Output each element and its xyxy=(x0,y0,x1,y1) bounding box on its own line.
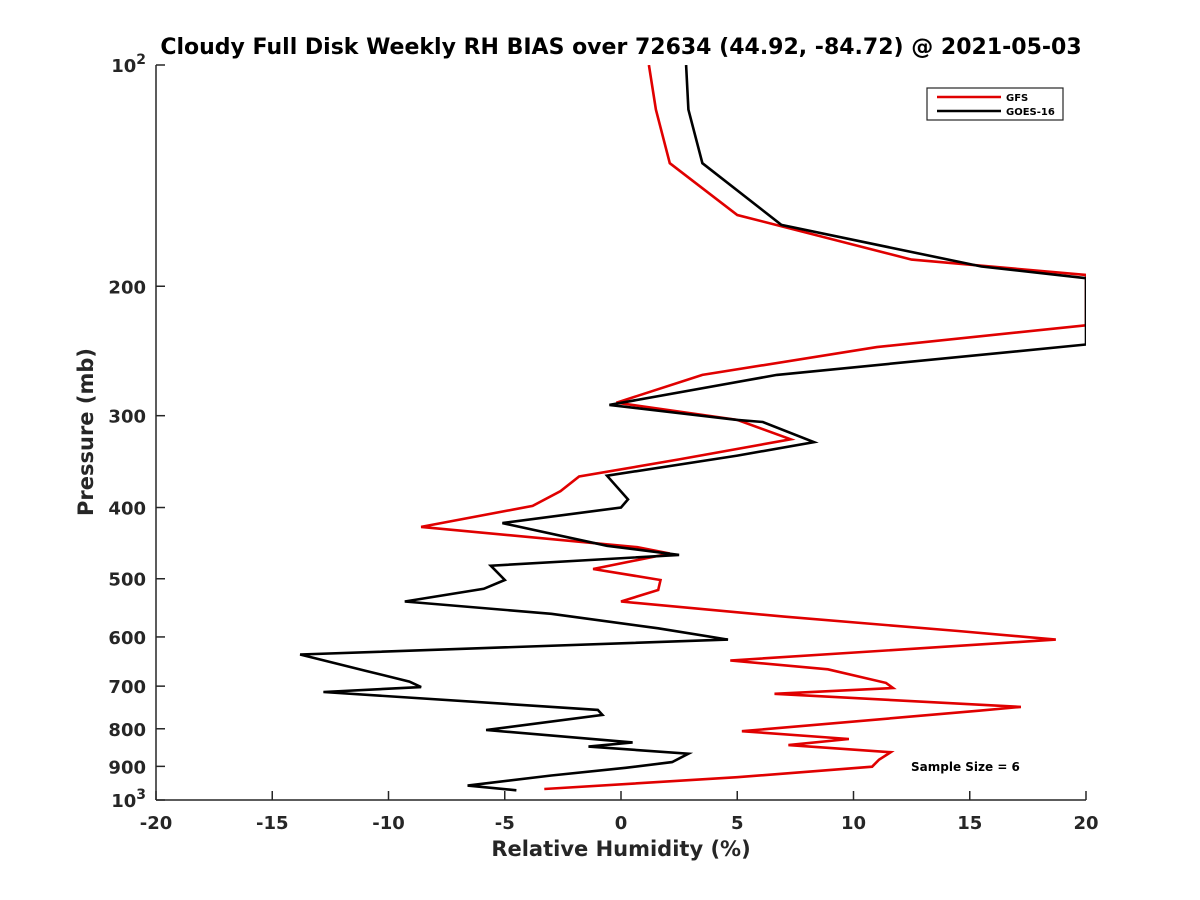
y-tick-label: 400 xyxy=(108,499,146,520)
x-tick-label: -15 xyxy=(256,813,289,834)
x-tick-label: -20 xyxy=(140,813,173,834)
x-tick-label: 20 xyxy=(1073,813,1098,834)
series-line-goes16 xyxy=(299,65,1086,792)
x-tick-label: -5 xyxy=(495,813,515,834)
y-tick-label: 600 xyxy=(108,628,146,649)
chart-title: Cloudy Full Disk Weekly RH BIAS over 726… xyxy=(160,35,1081,60)
legend-label-goes16: GOES-16 xyxy=(1006,107,1055,118)
y-tick-label: 900 xyxy=(108,757,146,778)
y-tick-label: 103 xyxy=(111,787,146,812)
x-tick-label: 5 xyxy=(731,813,744,834)
legend-label-gfs: GFS xyxy=(1006,93,1028,104)
x-tick-label: 10 xyxy=(841,813,866,834)
x-tick-label: 0 xyxy=(615,813,628,834)
series-lines xyxy=(299,65,1086,792)
x-tick-label: -10 xyxy=(372,813,405,834)
x-ticks: -20 -15 -10 -5 0 5 10 15 20 xyxy=(140,791,1099,834)
y-ticks: 102 200 300 400 500 600 700 800 900 103 xyxy=(108,52,165,812)
x-axis-label: Relative Humidity (%) xyxy=(491,837,750,861)
plot-area: -20 -15 -10 -5 0 5 10 15 20 102 200 300 400 500 600 70… xyxy=(108,52,1098,834)
x-tick-label: 15 xyxy=(957,813,982,834)
legend-box xyxy=(926,87,1064,121)
y-tick-label: 800 xyxy=(108,720,146,741)
series-line-gfs xyxy=(420,65,1086,791)
y-tick-label: 700 xyxy=(108,677,146,698)
sample-size-annotation: Sample Size = 6 xyxy=(911,760,1020,774)
y-tick-label: 200 xyxy=(108,277,146,298)
y-tick-label: 102 xyxy=(111,52,146,77)
y-tick-label: 300 xyxy=(108,407,146,428)
y-axis-label: Pressure (mb) xyxy=(74,348,98,516)
legend: GFS GOES-16 xyxy=(926,87,1064,121)
y-tick-label: 500 xyxy=(108,570,146,591)
